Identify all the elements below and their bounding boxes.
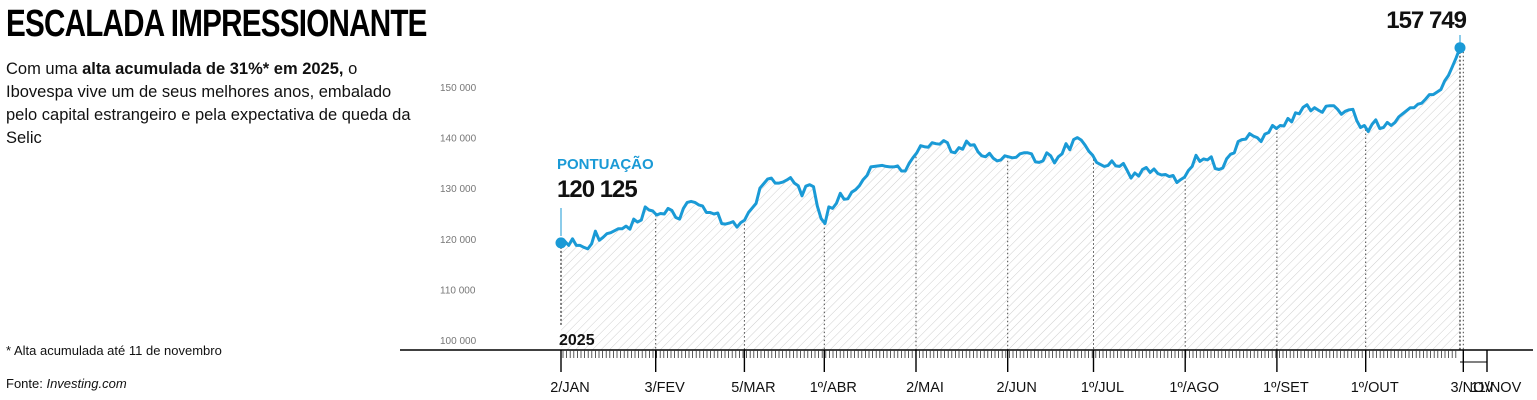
source-note: Fonte: Investing.com [6, 376, 127, 391]
source-label: Fonte: [6, 376, 47, 391]
x-tick-label: 1º/AGO [1169, 380, 1219, 396]
x-tick-label: 1º/SET [1263, 380, 1309, 396]
x-tick-label: 1º/JUL [1081, 380, 1124, 396]
x-tick-label: 2/MAI [906, 380, 944, 396]
x-tick-label: 3/FEV [645, 380, 686, 396]
footnote: * Alta acumulada até 11 de novembro [6, 343, 222, 358]
end-range-bracket [1460, 361, 1488, 372]
x-tick-label: 2/JAN [550, 380, 590, 396]
subtitle-intro: Com uma [6, 60, 83, 78]
start-point-marker [555, 237, 567, 249]
year-label: 2025 [559, 332, 595, 349]
x-axis-ticks: 2/JAN 3/FEV 5/MAR 1º/ABR 2/MAI 2/JUN 1º/JUL 1º/… [550, 380, 1521, 396]
chart-subtitle: Com uma alta acumulada de 31%* em 2025, … [6, 58, 416, 150]
y-tick-label: 130 000 [440, 184, 477, 195]
ibovespa-series-line [559, 46, 1462, 251]
x-tick-label: 1º/ABR [810, 380, 857, 396]
y-tick-label: 110 000 [440, 285, 476, 296]
y-tick-label: 100 000 [440, 336, 477, 347]
y-axis-ticks: 100 000 110 000 120 000 130 000 140 000 150 0… [440, 83, 477, 347]
x-axis-minor-ticks [562, 350, 1457, 358]
x-tick-label: 1º/OUT [1351, 380, 1399, 396]
area-fill [561, 47, 1460, 351]
y-tick-label: 150 000 [440, 83, 477, 94]
x-axis [400, 349, 1533, 372]
x-tick-label: 3/NOV [1451, 380, 1495, 396]
x-tick-label: 5/MAR [731, 380, 775, 396]
date-gridlines [655, 47, 1464, 350]
area-fill-layer [561, 47, 1460, 351]
end-point-marker [1454, 42, 1466, 54]
end-value-label: 157 749 [1386, 7, 1466, 34]
series-layer [559, 46, 1462, 251]
source-name: Investing.com [46, 376, 127, 391]
subtitle-highlight: alta acumulada de 31%* em 2025, [82, 60, 344, 78]
y-tick-label: 120 000 [440, 235, 477, 246]
start-label: PONTUAÇÃO [557, 155, 654, 173]
annotation-layer: PONTUAÇÃO 120 125 2025 157 749 [555, 7, 1468, 350]
subtitle-rest: o Ibovespa vive um de seus melhores anos… [6, 60, 411, 147]
x-tick-label: 11/NOV [1471, 380, 1522, 396]
y-tick-label: 140 000 [440, 134, 477, 145]
start-value-label: 120 125 [557, 176, 637, 203]
chart-title: ESCALADA IMPRESSIONANTE [6, 3, 427, 45]
x-tick-label: 2/JUN [997, 380, 1037, 396]
